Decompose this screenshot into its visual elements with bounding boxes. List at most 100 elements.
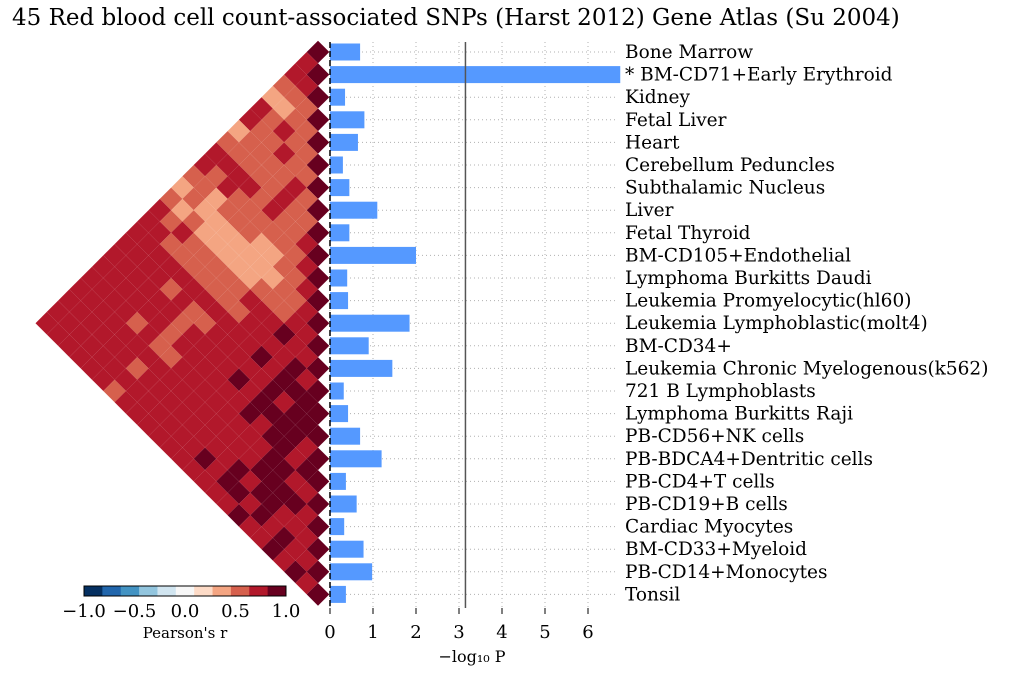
heatmap-cell — [137, 368, 160, 391]
heatmap-cell — [284, 334, 307, 358]
x-axis-label: −log₁₀ P — [438, 647, 505, 666]
heatmap-cell — [238, 334, 262, 358]
heatmap-cell — [306, 221, 330, 245]
heatmap-cell — [193, 266, 217, 290]
heatmap-cell — [261, 357, 285, 380]
heatmap-cell — [114, 391, 138, 414]
heatmap-cell — [284, 131, 307, 154]
heatmap-cell — [182, 187, 205, 211]
heatmap-cell — [261, 334, 285, 358]
heatmap-cell — [306, 198, 330, 222]
heatmap-cell — [182, 458, 205, 482]
heatmap-cell — [284, 560, 307, 584]
heatmap-cell — [295, 165, 318, 188]
heatmap-cell — [272, 187, 296, 211]
heatmap-cell — [216, 131, 239, 154]
heatmap-cell — [250, 142, 273, 165]
colorbar-tick-label: 0.0 — [171, 601, 200, 622]
heatmap-cell — [272, 165, 296, 188]
heatmap-cell — [148, 266, 172, 290]
category-label: BM-CD34+ — [625, 336, 732, 357]
bar — [330, 540, 364, 558]
heatmap-cell — [69, 300, 92, 324]
colorbar-tick-label: 0.5 — [221, 601, 250, 622]
x-tick-label: 4 — [496, 622, 507, 643]
x-tick-label: 6 — [582, 622, 593, 643]
chart-title: 45 Red blood cell count-associated SNPs … — [12, 5, 900, 31]
heatmap-cell — [261, 470, 285, 493]
heatmap-cell — [205, 481, 228, 504]
heatmap-cell — [125, 266, 149, 290]
bar — [330, 156, 343, 174]
heatmap-cell — [306, 153, 330, 177]
heatmap-cell — [306, 244, 330, 267]
category-label: BM-CD33+Myeloid — [625, 539, 807, 560]
heatmap-cell — [205, 368, 228, 391]
category-label: PB-CD19+B cells — [625, 494, 788, 515]
category-label: Leukemia Lymphoblastic(molt4) — [625, 313, 928, 334]
heatmap-cell — [238, 424, 262, 448]
heatmap-cell — [159, 413, 183, 437]
heatmap-cell — [171, 334, 194, 358]
heatmap-cell — [92, 300, 115, 324]
heatmap-cell — [272, 549, 296, 572]
x-axis: 0 1 2 3 4 5 6 −log₁₀ P — [324, 608, 594, 666]
x-tick-label: 2 — [410, 622, 421, 643]
heatmap-cell — [227, 300, 251, 324]
heatmap-cell — [182, 300, 205, 324]
heatmap-cell — [261, 131, 285, 154]
heatmap-cell — [125, 357, 149, 380]
heatmap-cell — [216, 470, 239, 493]
heatmap-cell — [182, 278, 205, 301]
heatmap-cell — [250, 165, 273, 188]
heatmap-cell — [137, 391, 160, 414]
colorbar-tick-label: −0.5 — [113, 601, 157, 622]
heatmap-cell — [125, 244, 149, 267]
heatmap-cell — [272, 278, 296, 301]
heatmap-cell — [159, 278, 183, 301]
category-label: Lymphoma Burkitts Raji — [625, 404, 853, 425]
heatmap-cell — [205, 187, 228, 211]
heatmap-cell — [284, 244, 307, 267]
heatmap-cell — [171, 244, 194, 267]
heatmap-cell — [284, 198, 307, 222]
heatmap-cell — [261, 447, 285, 471]
heatmap-cell — [238, 311, 262, 335]
heatmap-cell — [306, 357, 330, 380]
heatmap-cell — [114, 278, 138, 301]
colorbar-swatch — [102, 586, 122, 596]
heatmap-cell — [295, 504, 318, 527]
heatmap-cell — [137, 210, 160, 233]
bar — [330, 495, 357, 513]
heatmap-cell — [114, 300, 138, 324]
bar — [330, 382, 344, 400]
heatmap-cell — [148, 311, 172, 335]
colorbar: −1.0 −0.5 0.0 0.5 1.0 Pearson's r — [62, 585, 301, 642]
bar — [330, 405, 349, 423]
colorbar-swatch — [175, 586, 195, 596]
heatmap-cell — [193, 379, 217, 403]
heatmap-cell — [148, 357, 172, 380]
bar-series — [329, 42, 621, 608]
heatmap-cell — [295, 52, 318, 75]
bar — [330, 427, 361, 445]
heatmap-cell — [193, 176, 217, 199]
heatmap-cell — [284, 447, 307, 471]
heatmap-cell — [205, 165, 228, 188]
heatmap-cell — [205, 345, 228, 369]
heatmap-cell — [193, 424, 217, 448]
heatmap-cell — [171, 447, 194, 471]
heatmap-cell — [238, 447, 262, 471]
colorbar-tick-label: 1.0 — [272, 601, 301, 622]
heatmap-cell — [238, 244, 262, 267]
heatmap-cell — [295, 413, 318, 437]
heatmap-cell — [306, 583, 330, 606]
category-labels: Bone Marrow* BM-CD71+Early ErythroidKidn… — [625, 42, 988, 605]
colorbar-swatch — [212, 586, 232, 596]
bar — [330, 179, 350, 197]
bar — [330, 133, 358, 151]
colorbar-swatch — [120, 586, 140, 596]
heatmap-cell — [137, 413, 160, 437]
heatmap-cell — [137, 323, 160, 346]
category-label: Bone Marrow — [625, 42, 753, 63]
